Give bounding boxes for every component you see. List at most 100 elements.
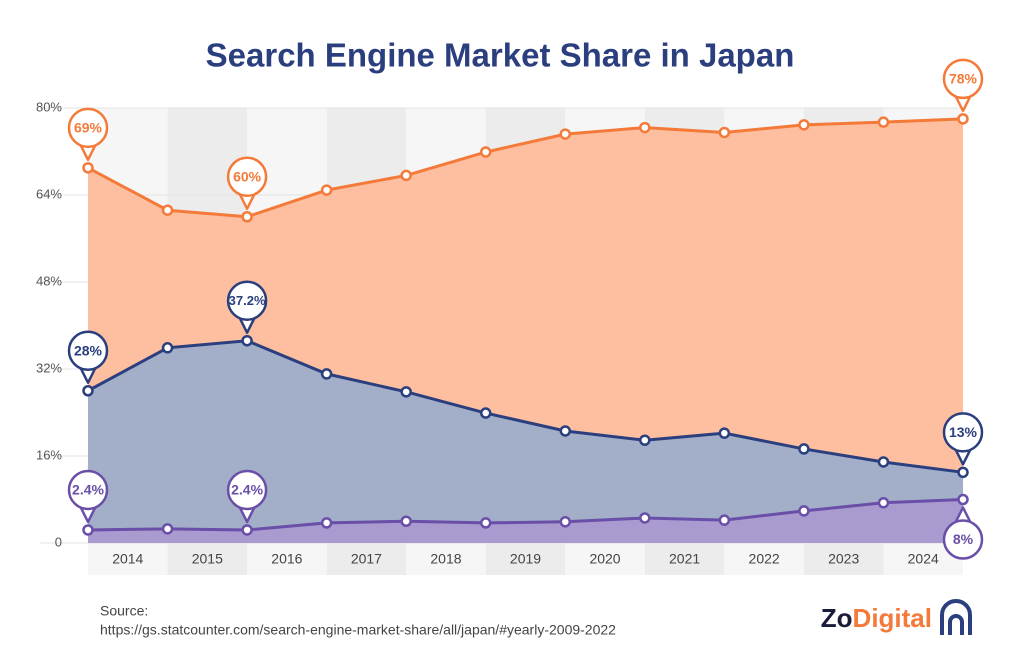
point bbox=[82, 385, 94, 397]
point bbox=[798, 505, 810, 517]
area bbox=[88, 340, 963, 543]
x-tick-label: 2017 bbox=[351, 551, 382, 567]
brand-part: Digital bbox=[853, 603, 932, 633]
point bbox=[877, 497, 890, 509]
point bbox=[957, 493, 969, 506]
point bbox=[559, 425, 572, 437]
y-tick-label: 64% bbox=[36, 186, 62, 201]
x-tick-label: 2023 bbox=[828, 551, 859, 567]
x-tick-label: 2019 bbox=[510, 551, 541, 567]
point bbox=[479, 146, 492, 158]
callout-bubble bbox=[67, 469, 109, 511]
x-tick-label: 2018 bbox=[430, 551, 461, 567]
callout-cover bbox=[82, 139, 94, 145]
point bbox=[241, 334, 253, 347]
callout: 60% bbox=[226, 156, 268, 210]
y-tick-label: 32% bbox=[36, 360, 62, 375]
y-tick-label: 80% bbox=[36, 99, 62, 114]
point bbox=[798, 443, 810, 455]
point bbox=[877, 456, 890, 468]
x-tick-label: 2024 bbox=[908, 551, 939, 567]
point bbox=[161, 204, 174, 216]
brand: ZoDigital bbox=[821, 603, 932, 633]
callout: 78% bbox=[942, 58, 984, 113]
point bbox=[241, 524, 253, 536]
line bbox=[87, 117, 964, 219]
point bbox=[559, 128, 572, 140]
source-url: https://gs.statcounter.com/search-engine… bbox=[100, 622, 616, 638]
callout-cover bbox=[82, 362, 94, 368]
callout-bubble bbox=[67, 330, 109, 371]
value-label: 37.2% bbox=[229, 293, 266, 308]
brand-icon bbox=[940, 599, 972, 635]
point bbox=[161, 523, 174, 535]
callout: 2.4% bbox=[67, 469, 109, 524]
callout-bubble bbox=[67, 107, 109, 149]
plot: 2014 2015 2016 2017 2018 2019 2020 2021 2022 2023… bbox=[36, 58, 984, 567]
point bbox=[718, 126, 731, 139]
source-label: Source: bbox=[100, 603, 148, 619]
callout-cover bbox=[241, 501, 254, 507]
callout-bubble bbox=[226, 280, 268, 321]
x-tick-label: 2021 bbox=[669, 551, 700, 567]
point bbox=[957, 466, 969, 479]
callout: 69% bbox=[67, 107, 109, 162]
point bbox=[479, 407, 492, 419]
point bbox=[320, 368, 333, 380]
point bbox=[320, 517, 333, 529]
callout: 2.4% bbox=[226, 469, 268, 524]
callout-cover bbox=[957, 444, 969, 450]
y-tick-label: 16% bbox=[36, 447, 62, 462]
value-label: 2.4% bbox=[72, 482, 104, 498]
line bbox=[87, 498, 964, 532]
value-label: 60% bbox=[233, 168, 262, 184]
callout: 13% bbox=[942, 412, 984, 466]
callout-cover bbox=[957, 90, 969, 96]
x-tick-label: 2020 bbox=[589, 551, 620, 567]
callout: 37.2% bbox=[226, 280, 268, 334]
point bbox=[82, 162, 94, 174]
point bbox=[639, 434, 651, 446]
area bbox=[88, 499, 963, 543]
value-label: 69% bbox=[74, 120, 103, 136]
point bbox=[639, 512, 651, 524]
value-label: 8% bbox=[953, 531, 974, 547]
callout: 8% bbox=[942, 506, 984, 560]
value-label: 13% bbox=[949, 424, 978, 440]
callout-cover bbox=[241, 312, 254, 318]
point bbox=[400, 515, 412, 527]
point bbox=[718, 514, 731, 526]
x-tick-label: 2015 bbox=[192, 551, 223, 567]
callout-bubble bbox=[226, 469, 268, 511]
brand-part: Zo bbox=[821, 603, 853, 633]
chart-title: Search Engine Market Share in Japan bbox=[206, 37, 795, 74]
callout-bubble bbox=[942, 412, 984, 453]
point bbox=[82, 524, 94, 536]
x-tick-label: 2014 bbox=[112, 551, 143, 567]
callout-bubble bbox=[226, 156, 268, 197]
point bbox=[877, 116, 890, 128]
point bbox=[718, 427, 731, 439]
point bbox=[798, 119, 810, 131]
y-tick-label: 48% bbox=[36, 273, 62, 288]
y-tick-label: 0 bbox=[55, 534, 62, 549]
point bbox=[320, 184, 333, 196]
point bbox=[957, 113, 969, 125]
callout-cover bbox=[241, 188, 254, 194]
point bbox=[559, 516, 572, 528]
point bbox=[241, 211, 253, 223]
value-label: 2.4% bbox=[231, 482, 263, 498]
callout: 28% bbox=[67, 330, 109, 384]
callout-cover bbox=[82, 501, 94, 507]
point bbox=[400, 386, 412, 398]
x-tick-label: 2016 bbox=[271, 551, 302, 567]
callout-bubble bbox=[942, 519, 984, 560]
value-label: 28% bbox=[74, 342, 103, 358]
callout-bubble bbox=[942, 58, 984, 100]
line bbox=[87, 339, 964, 474]
x-tick-label: 2022 bbox=[749, 551, 780, 567]
point bbox=[400, 169, 412, 182]
point bbox=[639, 121, 651, 134]
